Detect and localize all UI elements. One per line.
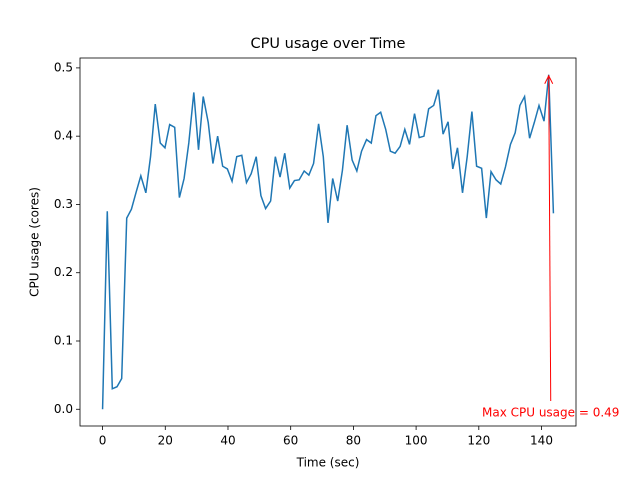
y-tick-label: 0.4 <box>54 129 73 143</box>
x-tick-label: 20 <box>158 434 173 448</box>
y-tick-label: 0.2 <box>54 265 73 279</box>
annotation-arrow <box>548 76 552 402</box>
x-tick-label: 120 <box>467 434 490 448</box>
y-tick-label: 0.5 <box>54 60 73 74</box>
x-axis-label: Time (sec) <box>296 456 360 470</box>
annotation-arrowhead <box>544 74 554 84</box>
x-tick-label: 60 <box>283 434 298 448</box>
line-series <box>101 74 555 410</box>
y-tick-label: 0.1 <box>54 333 73 347</box>
y-tick-label: 0.3 <box>54 197 73 211</box>
axes-frame <box>79 57 577 427</box>
x-tick-label: 40 <box>220 434 235 448</box>
x-tick-label: 80 <box>346 434 361 448</box>
y-tick-label: 0.0 <box>54 402 73 416</box>
chart-title: CPU usage over Time <box>251 36 406 52</box>
x-tick-label: 100 <box>405 434 428 448</box>
y-axis-label: CPU usage (cores) <box>28 187 42 297</box>
x-tick-label: 0 <box>99 434 107 448</box>
x-tick-label: 140 <box>530 434 553 448</box>
annotation-text: Max CPU usage = 0.49 <box>482 406 619 420</box>
